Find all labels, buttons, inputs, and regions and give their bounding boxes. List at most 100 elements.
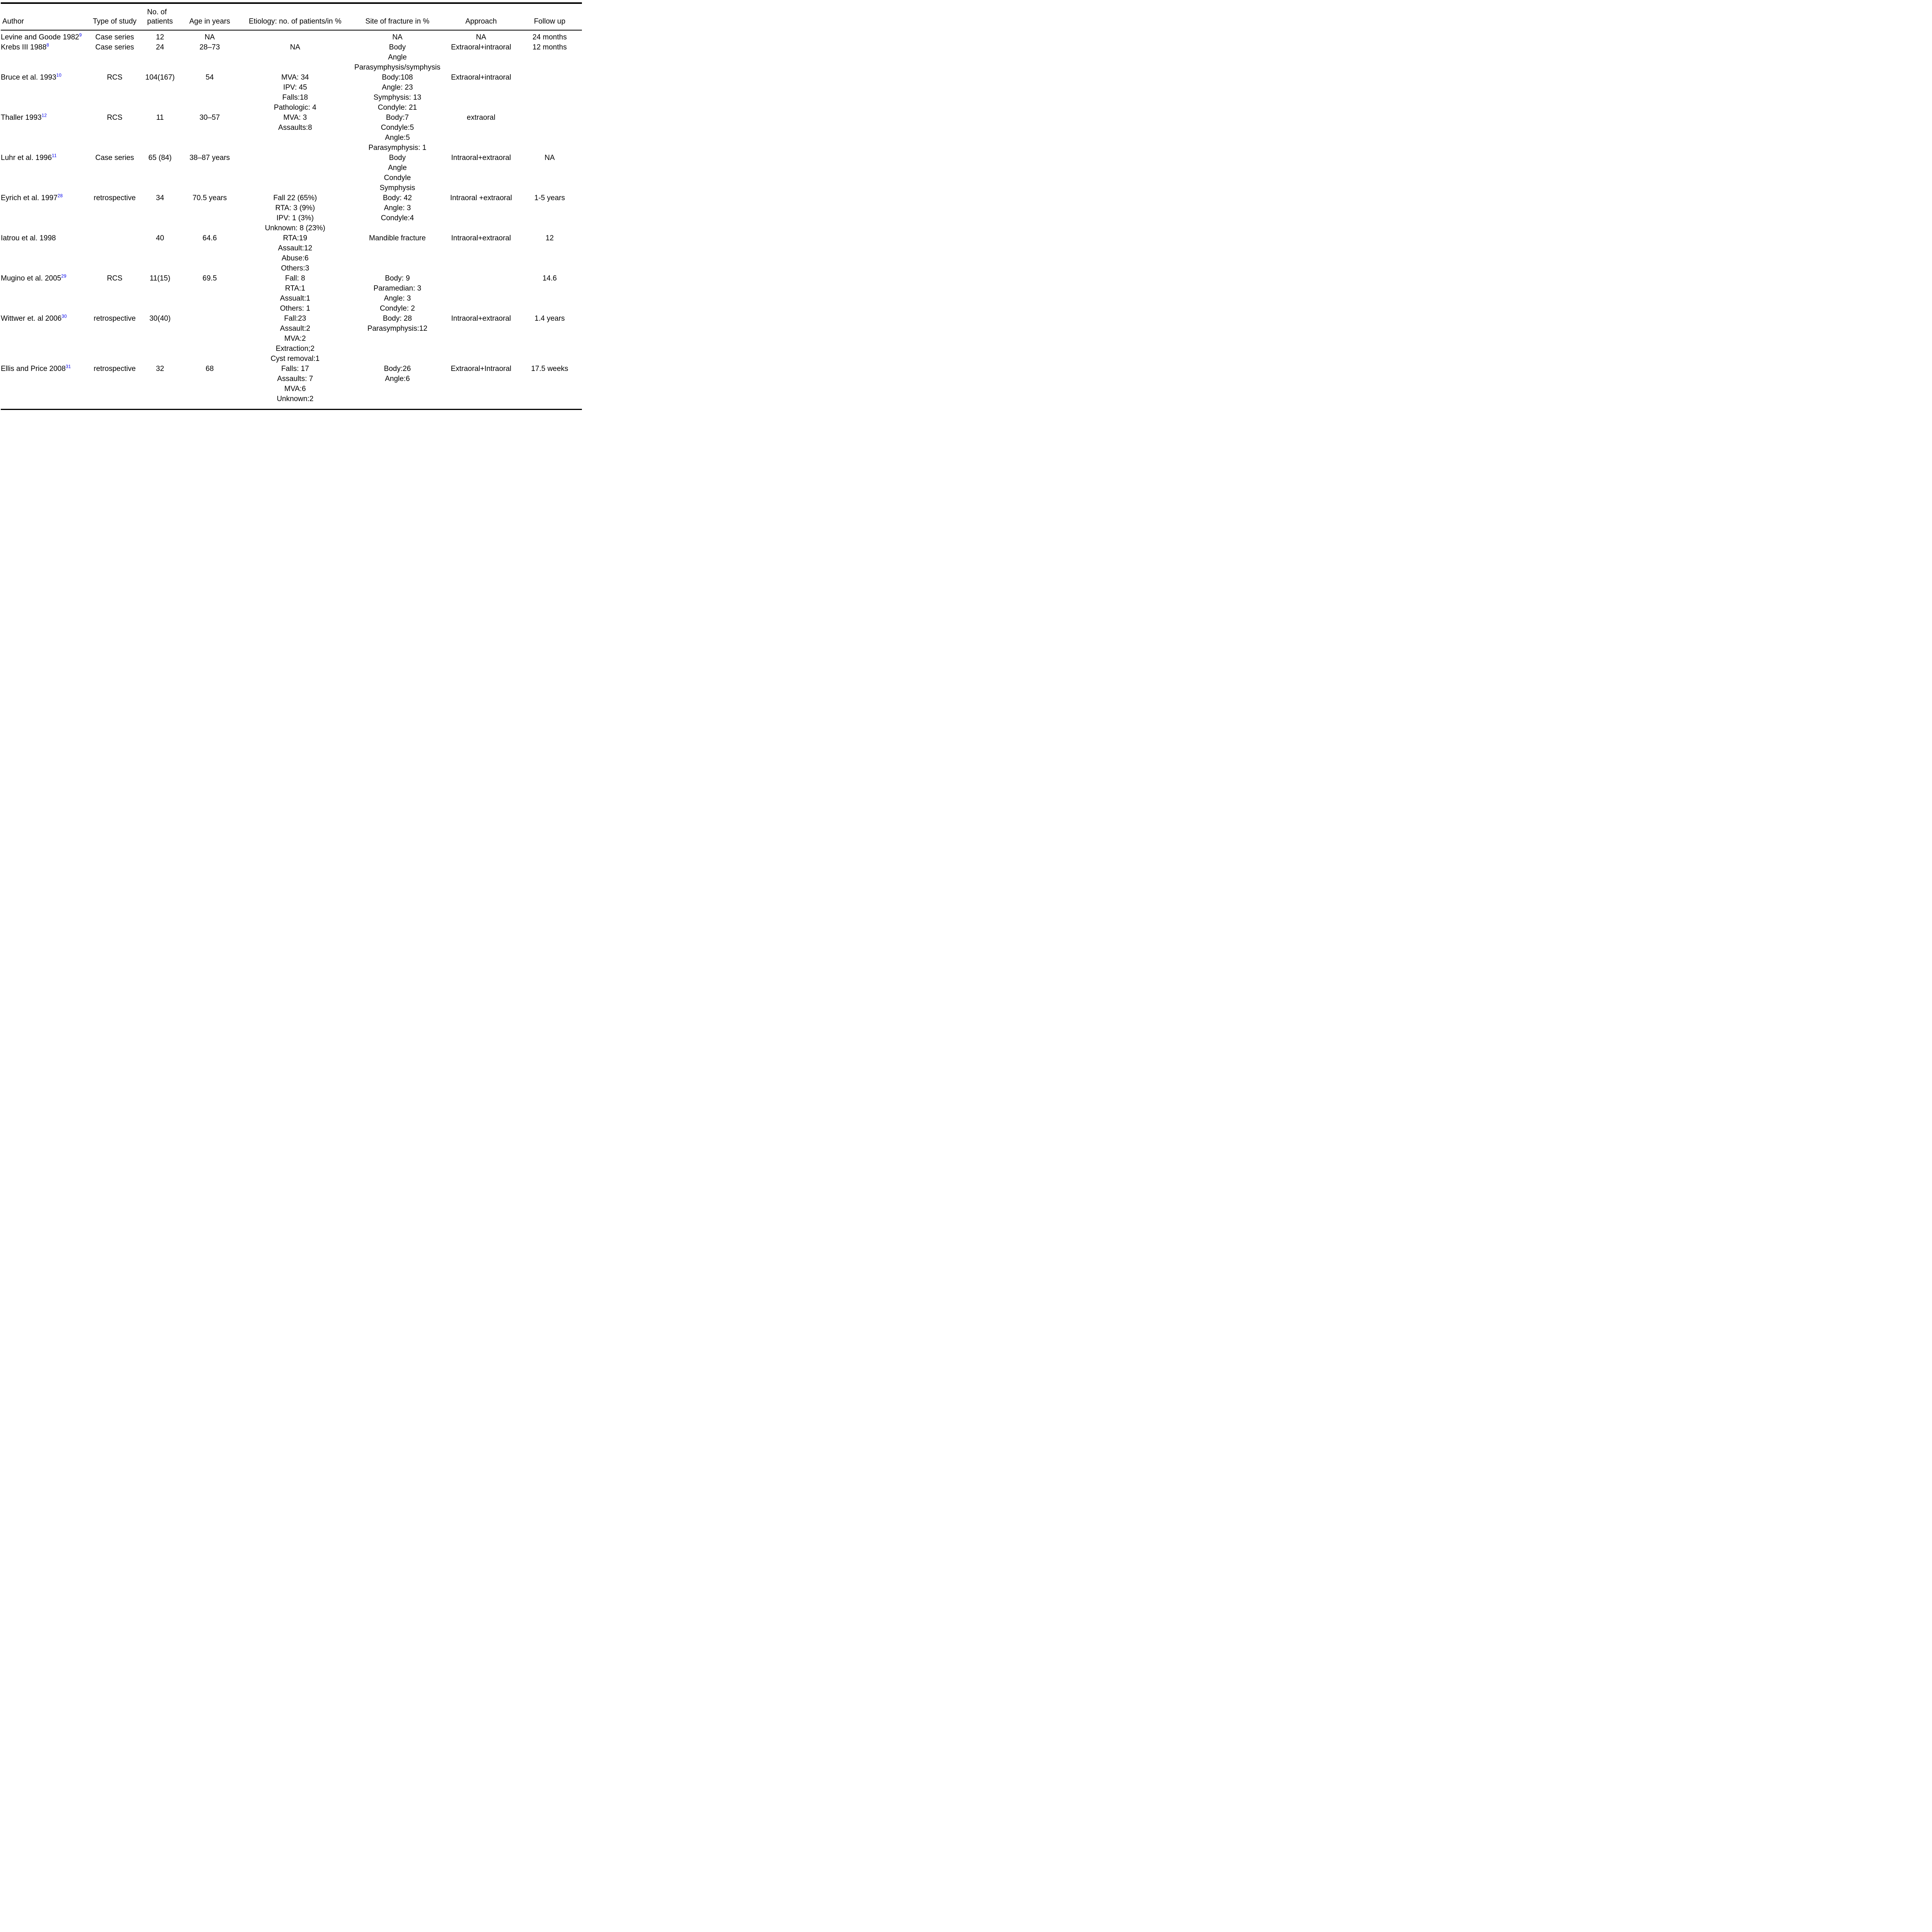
citation-reference-link[interactable]: 28 [57, 193, 63, 199]
type-of-study-cell: retrospective [94, 365, 136, 373]
author-cell: Eyrich et al. 199728 [1, 193, 88, 233]
etiology-cell: Fall:23 Assault:2 MVA:2 Extraction;2 Cys… [270, 315, 320, 363]
age-cell: 28–73 [199, 43, 220, 51]
age-cell: 64.6 [202, 234, 217, 242]
site-of-fracture-cell: Mandible fracture [369, 234, 426, 242]
age-cell: 70.5 years [192, 194, 227, 202]
age-cell: 30–57 [199, 114, 220, 122]
table-row: Eyrich et al. 199728 retrospective 34 70… [1, 193, 582, 233]
author-cell: Wittwer et. al 200630 [1, 314, 88, 364]
follow-up-cell [517, 73, 582, 113]
author-name: Iatrou et al. 1998 [1, 234, 56, 242]
etiology-cell: NA [290, 43, 300, 51]
citation-reference-link[interactable]: 31 [65, 364, 71, 369]
author-cell: Mugino et al. 200529 [1, 274, 88, 314]
author-name: Levine and Goode 1982 [1, 33, 79, 41]
author-name: Bruce et al. 1993 [1, 73, 56, 82]
author-cell: Krebs III 19888 [1, 43, 88, 73]
approach-cell: extraoral [467, 114, 495, 122]
follow-up-cell: 12 [545, 234, 554, 242]
author-name: Ellis and Price 2008 [1, 365, 66, 373]
follow-up-cell: 1-5 years [534, 194, 565, 202]
age-cell: 54 [206, 73, 214, 82]
age-cell: 69.5 [202, 274, 217, 282]
table-row: Levine and Goode 19829 Case series 12 NA… [1, 30, 582, 43]
type-of-study-cell: RCS [107, 73, 122, 82]
site-of-fracture-cell: Body Angle Condyle Symphysis [379, 154, 415, 192]
age-cell: 68 [206, 365, 214, 373]
type-of-study-cell: Case series [95, 43, 134, 51]
no-of-patients-cell: 34 [156, 194, 164, 202]
table-row: Thaller 199312 RCS 11 30–57 MVA: 3 Assau… [1, 113, 582, 153]
follow-up-cell: 14.6 [543, 274, 557, 282]
follow-up-cell [517, 113, 582, 153]
table-row: Iatrou et al. 1998 40 64.6 RTA:19 Assaul… [1, 233, 582, 274]
type-of-study-cell: Case series [95, 33, 134, 41]
follow-up-cell: 1.4 years [534, 315, 565, 323]
column-header-age: Age in years [179, 3, 240, 31]
type-of-study-cell: retrospective [94, 315, 136, 323]
follow-up-cell: NA [544, 154, 555, 162]
author-cell: Levine and Goode 19829 [1, 30, 88, 43]
type-of-study-cell [88, 233, 141, 274]
table-row: Mugino et al. 200529 RCS 11(15) 69.5 Fal… [1, 274, 582, 314]
etiology-cell [240, 30, 350, 43]
type-of-study-cell: RCS [107, 114, 122, 122]
site-of-fracture-cell: Body: 42 Angle: 3 Condyle:4 [381, 194, 414, 222]
author-name: Krebs III 1988 [1, 43, 47, 51]
site-of-fracture-cell: Body:108 Angle: 23 Symphysis: 13 Condyle… [373, 73, 422, 112]
column-header-follow-up: Follow up [517, 3, 582, 31]
approach-cell: Intraoral +extraoral [450, 194, 512, 202]
follow-up-cell: 24 months [532, 33, 567, 41]
approach-cell: Intraoral+extraoral [451, 315, 511, 323]
approach-cell: NA [476, 33, 486, 41]
citation-reference-link[interactable]: 12 [41, 113, 47, 118]
follow-up-cell: 12 months [532, 43, 567, 51]
column-header-author: Author [1, 3, 89, 31]
no-of-patients-label: No. of patients [147, 8, 173, 26]
table-row: Krebs III 19888 Case series 24 28–73 NA … [1, 43, 582, 73]
column-header-etiology: Etiology: no. of patients/in % [240, 3, 350, 31]
citation-reference-link[interactable]: 30 [61, 314, 67, 319]
follow-up-cell: 17.5 weeks [531, 365, 568, 373]
site-of-fracture-cell: Body:26 Angle:6 [384, 365, 411, 383]
table-row: Bruce et al. 199310 RCS 104(167) 54 MVA:… [1, 73, 582, 113]
no-of-patients-cell: 11(15) [150, 274, 170, 282]
no-of-patients-cell: 30(40) [149, 315, 171, 323]
no-of-patients-cell: 24 [156, 43, 164, 51]
approach-cell: Extraoral+intraoral [451, 43, 511, 51]
approach-cell: Intraoral+extraoral [451, 154, 511, 162]
column-header-approach: Approach [445, 3, 517, 31]
etiology-cell: Falls: 17 Assaults: 7 MVA:6 Unknown:2 [277, 365, 314, 403]
site-of-fracture-cell: Body Angle Parasymphysis/symphysis [354, 43, 440, 71]
site-of-fracture-cell: NA [392, 33, 403, 41]
approach-cell: Extraoral+intraoral [451, 73, 511, 82]
etiology-cell: MVA: 3 Assaults:8 [278, 114, 312, 132]
table-row: Luhr et al. 199611 Case series 65 (84) 3… [1, 153, 582, 193]
author-cell: Luhr et al. 199611 [1, 153, 88, 193]
etiology-cell: Fall 22 (65%) RTA: 3 (9%) IPV: 1 (3%) Un… [265, 194, 325, 232]
author-name: Luhr et al. 1996 [1, 154, 52, 162]
study-comparison-table: Author Type of study No. of patients Age… [1, 2, 582, 410]
citation-reference-link[interactable]: 11 [52, 153, 57, 158]
site-of-fracture-cell: Body: 9 Paramedian: 3 Angle: 3 Condyle: … [373, 274, 422, 313]
approach-cell: Extraoral+Intraoral [451, 365, 512, 373]
author-cell: Bruce et al. 199310 [1, 73, 88, 113]
etiology-cell: RTA:19 Assault:12 Abuse:6 Others:3 [278, 234, 313, 272]
author-cell: Ellis and Price 200831 [1, 364, 88, 410]
citation-reference-link[interactable]: 8 [46, 43, 49, 48]
site-of-fracture-cell: Body: 28 Parasymphysis:12 [367, 315, 428, 333]
author-name: Eyrich et al. 1997 [1, 194, 58, 202]
no-of-patients-cell: 104(167) [145, 73, 175, 82]
author-name: Thaller 1993 [1, 114, 42, 122]
type-of-study-cell: retrospective [94, 194, 136, 202]
citation-reference-link[interactable]: 10 [56, 73, 62, 78]
citation-reference-link[interactable]: 29 [61, 274, 66, 279]
citation-reference-link[interactable]: 9 [79, 32, 82, 38]
approach-cell: Intraoral+extraoral [451, 234, 511, 242]
table-header-row: Author Type of study No. of patients Age… [1, 3, 582, 31]
author-cell: Iatrou et al. 1998 [1, 233, 88, 274]
author-cell: Thaller 199312 [1, 113, 88, 153]
type-of-study-cell: Case series [95, 154, 134, 162]
no-of-patients-cell: 40 [156, 234, 164, 242]
